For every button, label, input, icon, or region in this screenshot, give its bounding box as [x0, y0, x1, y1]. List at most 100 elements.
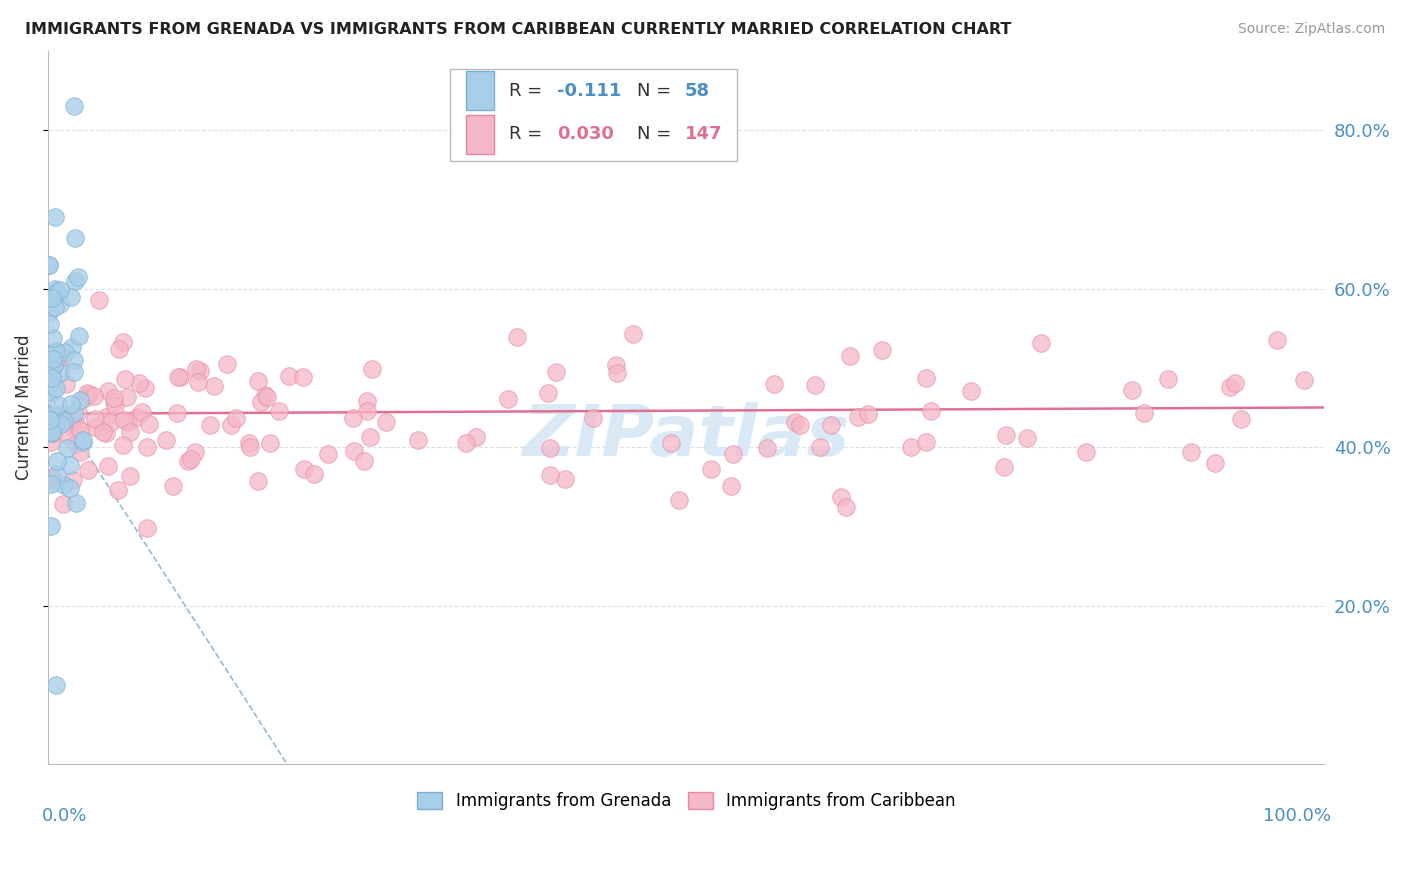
Point — [135, 520, 157, 534]
Point — [62, 406, 84, 420]
Point — [103, 395, 125, 409]
Point — [820, 418, 842, 433]
Point — [856, 407, 879, 421]
Point — [256, 390, 278, 404]
Point — [69, 393, 91, 408]
FancyBboxPatch shape — [465, 71, 494, 111]
Point — [537, 385, 560, 400]
Point — [342, 411, 364, 425]
Text: 0.030: 0.030 — [557, 125, 614, 144]
Text: 58: 58 — [685, 82, 710, 100]
Point — [304, 467, 326, 481]
Text: N =: N = — [637, 82, 676, 100]
Point — [668, 492, 690, 507]
Point — [125, 409, 148, 424]
Point — [259, 436, 281, 450]
Point — [45, 354, 67, 368]
Point — [120, 425, 142, 440]
Point — [496, 392, 519, 407]
Point — [67, 405, 90, 419]
Point — [46, 454, 69, 468]
Point — [39, 476, 62, 491]
Point — [67, 328, 90, 343]
Point — [42, 330, 65, 344]
Point — [56, 428, 79, 442]
Text: R =: R = — [509, 125, 548, 144]
Point — [55, 441, 77, 455]
Point — [294, 462, 316, 476]
Point — [103, 392, 125, 406]
Point — [62, 473, 84, 487]
Point — [1180, 445, 1202, 459]
Point — [48, 409, 70, 424]
Point — [44, 300, 66, 314]
Point — [356, 404, 378, 418]
Point — [177, 454, 200, 468]
Point — [408, 434, 430, 448]
Point — [41, 425, 63, 440]
Text: N =: N = — [637, 125, 676, 144]
Point — [278, 368, 301, 383]
Point — [44, 281, 66, 295]
Point — [39, 519, 62, 533]
Point — [699, 461, 721, 475]
Text: ZIPatlas: ZIPatlas — [523, 401, 851, 470]
Point — [60, 419, 83, 434]
Point — [59, 458, 82, 473]
Point — [112, 335, 135, 350]
Point — [48, 410, 70, 425]
Point — [53, 344, 76, 359]
Point — [46, 467, 69, 482]
Point — [115, 390, 138, 404]
Text: -0.111: -0.111 — [557, 82, 621, 100]
Point — [72, 434, 94, 449]
Point — [316, 447, 339, 461]
Point — [1229, 411, 1251, 425]
Point — [993, 459, 1015, 474]
Point — [39, 426, 62, 441]
Point — [93, 425, 115, 440]
Point — [65, 437, 87, 451]
Point — [162, 479, 184, 493]
Point — [605, 358, 627, 372]
Point — [846, 410, 869, 425]
Point — [356, 394, 378, 409]
Point — [1031, 336, 1053, 351]
Point — [762, 377, 785, 392]
Point — [250, 394, 273, 409]
Point — [59, 481, 82, 495]
Point — [59, 396, 82, 410]
Point — [783, 415, 806, 429]
Point — [804, 378, 827, 392]
Point — [49, 297, 72, 311]
Point — [52, 414, 75, 428]
Point — [44, 343, 66, 358]
Point — [39, 317, 62, 331]
FancyBboxPatch shape — [465, 114, 494, 153]
Point — [1265, 333, 1288, 347]
Point — [353, 454, 375, 468]
Point — [41, 435, 63, 450]
Point — [96, 459, 118, 474]
FancyBboxPatch shape — [450, 69, 737, 161]
Point — [120, 469, 142, 483]
Point — [834, 500, 856, 514]
Point — [45, 285, 67, 300]
Point — [94, 409, 117, 424]
Point — [360, 362, 382, 376]
Point — [166, 406, 188, 420]
Text: 147: 147 — [685, 125, 723, 144]
Point — [606, 366, 628, 380]
Point — [155, 434, 177, 448]
Point — [808, 440, 831, 454]
Text: Source: ZipAtlas.com: Source: ZipAtlas.com — [1237, 22, 1385, 37]
Point — [184, 444, 207, 458]
Point — [45, 678, 67, 692]
Point — [72, 433, 94, 447]
Point — [79, 387, 101, 401]
Point — [59, 290, 82, 304]
Text: 100.0%: 100.0% — [1263, 807, 1331, 825]
Point — [789, 418, 811, 433]
Point — [63, 99, 86, 113]
Point — [169, 369, 191, 384]
